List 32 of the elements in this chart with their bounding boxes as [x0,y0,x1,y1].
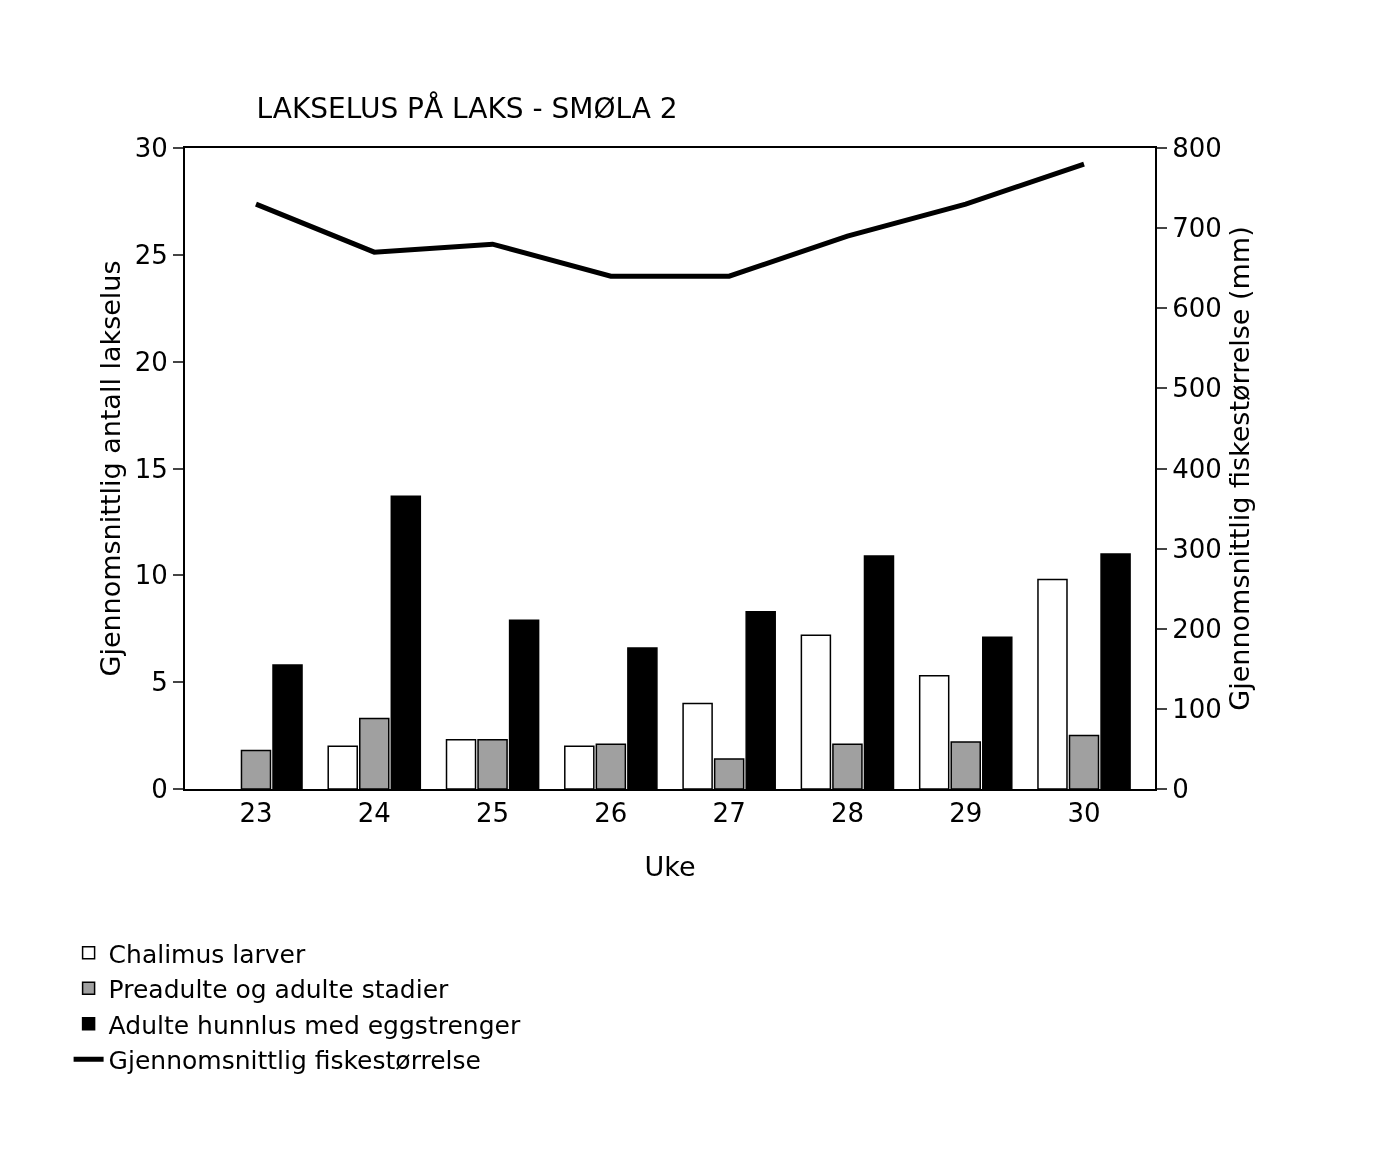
x-tick-label: 29 [949,798,983,829]
y-tick-label: 20 [134,346,168,377]
y2-tick-label: 700 [1172,213,1222,244]
y2-tick-label: 400 [1172,453,1222,484]
y2-axis-title: Gjennomsnittlig fiskestørrelse (mm) [1223,226,1255,711]
y-tick-label: 10 [134,560,168,591]
x-tick-label: 26 [594,798,628,829]
y2-tick-label: 800 [1172,133,1222,164]
y-axis-title: Gjennomsnittlig antall lakselus [95,260,126,677]
y-tick-label: 0 [151,774,168,805]
legend-label: Chalimus larver [108,939,306,969]
legend-label: Adulte hunnlus med eggstrenger [108,1010,521,1040]
x-tick-label: 25 [476,798,510,829]
y2-tick-label: 200 [1172,613,1222,644]
y-tick-label: 25 [134,239,168,270]
y2-tick-label: 300 [1172,533,1222,564]
x-tick-label: 24 [357,798,391,829]
x-tick-label: 28 [830,798,864,829]
x-tick-label: 23 [239,798,273,829]
y-tick-label: 5 [151,667,168,698]
x-axis-title: Uke [644,851,696,883]
x-tick-label: 27 [712,798,746,829]
chart-title: LAKSELUS PÅ LAKS - SMØLA 2 [256,90,678,125]
x-tick-label: 30 [1067,798,1101,829]
legend-label: Gjennomsnittlig fiskestørrelse [108,1046,481,1076]
legend-label: Preadulte og adulte stadier [108,975,450,1005]
y2-tick-label: 600 [1172,293,1222,324]
y2-tick-label: 0 [1172,774,1189,805]
y2-tick-label: 500 [1172,373,1222,404]
y2-tick-label: 100 [1172,693,1222,724]
y-tick-label: 30 [134,133,168,164]
y-tick-label: 15 [134,453,168,484]
